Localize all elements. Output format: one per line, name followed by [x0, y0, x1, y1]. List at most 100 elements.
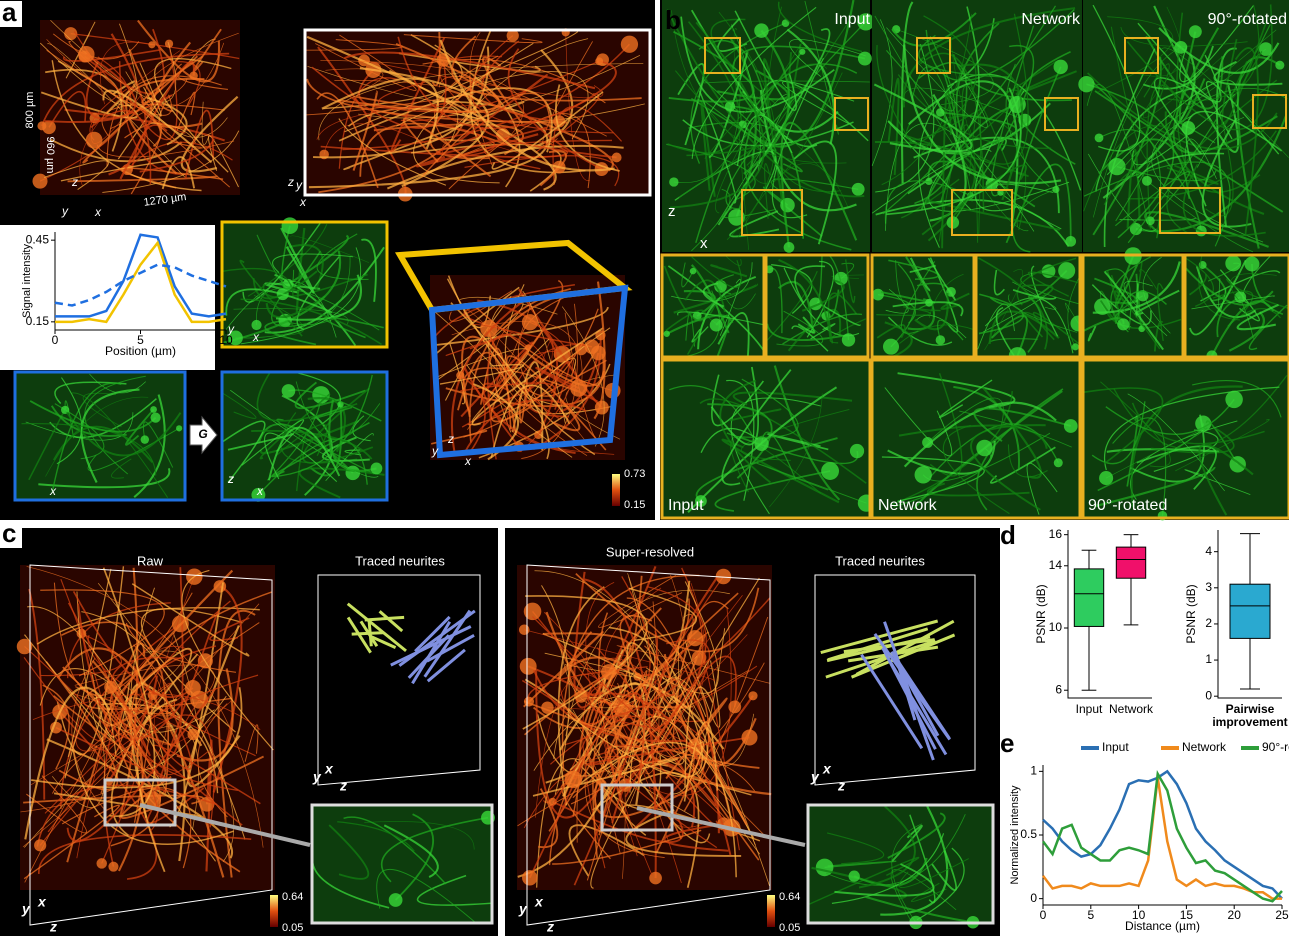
soma	[601, 664, 617, 680]
soma	[522, 314, 538, 330]
axis-letter: z	[49, 919, 57, 935]
soma	[150, 413, 160, 423]
colorbar	[270, 895, 278, 927]
y-tick-label: 6	[1055, 682, 1062, 696]
dimension-label: 800 µm	[24, 92, 36, 129]
soma	[1095, 133, 1104, 142]
soma	[1117, 318, 1129, 330]
soma	[187, 729, 199, 741]
figure: abcde800 µm960 µm1270 µmG0.730.15zyxzyxy…	[0, 0, 1289, 936]
soma	[104, 681, 117, 694]
axis-letter: x	[464, 454, 472, 468]
image-title: Super-resolved	[606, 544, 694, 559]
soma	[1054, 458, 1063, 467]
soma	[872, 289, 884, 301]
axis-letter: x	[49, 484, 57, 498]
axis-letter: y	[295, 178, 303, 192]
soma	[621, 36, 638, 53]
soma	[976, 440, 992, 456]
axis-letter: z	[287, 175, 294, 189]
soma	[664, 331, 670, 337]
axis-letter: x	[700, 235, 708, 252]
colorbar-label: 0.05	[779, 922, 800, 934]
colorbar-label: 0.64	[282, 891, 303, 903]
axis	[1043, 765, 1282, 905]
axis-letter: z	[339, 778, 347, 794]
soma	[1245, 257, 1260, 272]
y-tick-label: 10	[1049, 620, 1063, 634]
series-line	[1043, 771, 1282, 898]
colorbar-label: 0.64	[779, 891, 800, 903]
soma	[1058, 262, 1075, 279]
y-tick-label: 2	[1205, 616, 1212, 630]
soma	[595, 57, 603, 65]
soma	[754, 23, 768, 37]
panel-label: b	[665, 5, 681, 35]
soma	[525, 344, 531, 350]
soma	[1174, 41, 1187, 54]
soma	[799, 49, 805, 55]
soma	[185, 680, 201, 696]
soma	[34, 839, 46, 851]
soma	[821, 462, 839, 480]
axis-letter: z	[668, 203, 676, 220]
axis-letter: y	[431, 444, 439, 458]
y-tick-label: 16	[1049, 527, 1063, 541]
image-label: 90°-rotated	[1208, 11, 1287, 28]
soma	[850, 444, 864, 458]
panel-label: a	[2, 0, 17, 27]
y-axis-label: PSNR (dB)	[1184, 584, 1198, 643]
axis-letter: z	[447, 432, 454, 446]
soma	[519, 624, 530, 635]
soma	[936, 108, 945, 117]
y-axis-label: PSNR (dB)	[1034, 584, 1048, 643]
soma	[522, 870, 537, 885]
image-title: Raw	[137, 553, 164, 568]
y-tick-label: 0	[1030, 891, 1037, 905]
soma	[915, 466, 932, 483]
soma	[1072, 343, 1079, 350]
y-tick-label: 14	[1049, 558, 1063, 572]
axis-letter: x	[252, 330, 260, 344]
soma	[748, 691, 757, 700]
series-line	[1043, 774, 1282, 901]
soma	[612, 153, 622, 163]
x-tick-label: 5	[1087, 908, 1094, 922]
soma	[570, 380, 587, 397]
soma	[816, 859, 834, 877]
y-axis-label: Normalized intensity	[1009, 785, 1021, 885]
image-label: Network	[1021, 11, 1081, 28]
legend-label: Input	[1102, 740, 1129, 754]
panel-label: d	[1000, 520, 1016, 550]
soma	[96, 858, 106, 868]
axis-letter: x	[534, 894, 544, 910]
image-label: Input	[834, 11, 870, 28]
soma	[669, 177, 678, 186]
axis-letter: y	[312, 769, 322, 785]
colorbar	[612, 474, 620, 506]
category-label: Input	[1076, 702, 1103, 716]
soma	[251, 320, 261, 330]
soma	[784, 242, 795, 253]
soma	[1099, 471, 1113, 485]
axis-letter: y	[21, 901, 31, 917]
soma	[780, 198, 795, 213]
soma	[1225, 255, 1241, 271]
y-tick-label: 0	[1205, 688, 1212, 702]
soma	[1052, 186, 1059, 193]
soma	[282, 384, 296, 398]
soma	[1108, 158, 1125, 175]
legend-label: 90°-rotated	[1262, 740, 1289, 754]
image-title: Traced neurites	[835, 553, 925, 568]
axis-letter: x	[299, 195, 307, 209]
box	[1230, 584, 1270, 638]
x-tick-label: 20	[1228, 908, 1242, 922]
x-tick-label: 25	[1275, 908, 1289, 922]
panel-label: e	[1000, 728, 1014, 758]
soma	[1064, 419, 1078, 433]
image-label: Input	[668, 497, 704, 514]
soma	[456, 371, 464, 379]
soma	[690, 268, 696, 274]
y-tick-label: 3	[1205, 580, 1212, 594]
image-title: Traced neurites	[355, 553, 445, 568]
